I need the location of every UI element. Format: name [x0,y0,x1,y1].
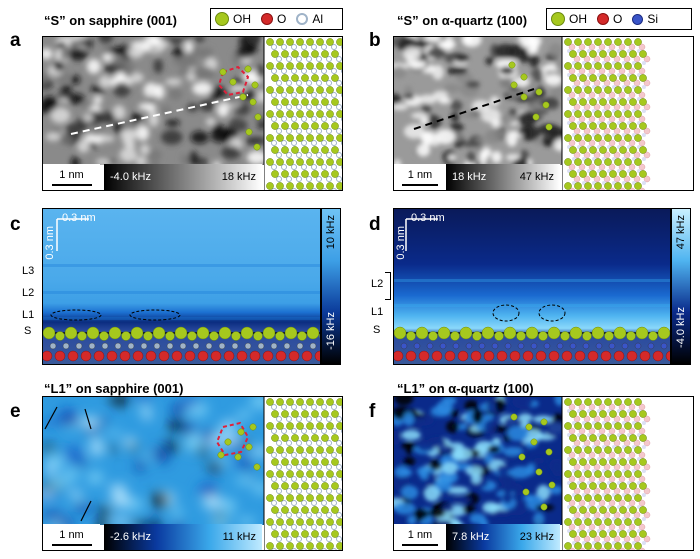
panel-f-scalebar: 1 nm [394,524,446,550]
legend-b-si: Si [647,12,659,26]
panel-f-label: f [369,401,376,422]
legend-b: OH O Si [546,8,692,30]
panel-d-image [393,208,671,365]
panel-a-label: a [10,30,21,51]
panel-c-layer-l3: L3 [22,265,35,277]
panel-c-cmin: -16 kHz [325,312,337,350]
legend-a-o: O [277,12,287,26]
panel-e-cmin: -2.6 kHz [110,531,151,543]
panel-a-scale-text: 1 nm [59,168,84,181]
panel-d-colorbar: 47 kHz -4.0 kHz [671,208,691,365]
panel-e-title: “L1” on sapphire (001) [44,381,184,396]
panel-d-scale-h: 0.3 nm [411,212,445,224]
panel-c-layer-l1: L1 [22,309,35,321]
panel-f-scale-text: 1 nm [407,528,433,541]
panel-e-cmax: 11 kHz [222,531,256,543]
panel-e-label: e [10,401,21,422]
panel-f-cmax: 23 kHz [519,531,554,543]
oh-atom-icon [551,12,565,26]
panel-d-cmax: 47 kHz [675,215,687,250]
panel-a-cmin: -4.0 kHz [110,171,151,183]
panel-a-title: “S” on sapphire (001) [44,13,177,28]
panel-c-layer-l2: L2 [22,287,35,299]
panel-b-title: “S” on α-quartz (100) [397,13,528,28]
panel-d-layer-l1: L1 [371,306,384,318]
panel-c-scale-v: 0.3 nm [44,226,56,260]
panel-f-title: “L1” on α-quartz (100) [397,381,534,396]
panel-d-bracket [385,272,391,300]
panel-b-label: b [369,30,381,51]
panel-c-colorbar: 10 kHz -16 kHz [321,208,341,365]
panel-a-scalebar: 1 nm [43,164,100,190]
panel-f-cmin: 7.8 kHz [452,531,490,543]
panel-b-scale-text: 1 nm [407,168,433,181]
legend-a-al: Al [312,12,324,26]
panel-b-image [393,36,694,191]
panel-c-cmax: 10 kHz [325,215,337,250]
legend-b-oh: OH [569,12,587,26]
panel-c-label: c [10,214,21,235]
si-atom-icon [632,13,644,25]
panel-a-cmax: 18 kHz [221,171,256,183]
panel-d-scale-v: 0.3 nm [395,226,407,260]
o-atom-icon [597,13,609,25]
panel-a-colorbar: -4.0 kHz 18 kHz [104,164,262,190]
panel-d-cmin: -4.0 kHz [675,307,687,348]
legend-a: OH O Al [210,8,343,30]
o-atom-icon [261,13,273,25]
panel-c-layer-s: S [24,325,32,337]
panel-b-scalebar: 1 nm [394,164,446,190]
legend-a-oh: OH [233,12,251,26]
panel-f-image [393,396,694,551]
panel-d-layer-l2: L2 [371,278,384,290]
panel-f-colorbar: 7.8 kHz 23 kHz [446,524,560,550]
panel-d-label: d [369,214,381,235]
oh-atom-icon [215,12,229,26]
panel-c-image [42,208,321,365]
legend-b-o: O [613,12,623,26]
panel-c-scale-h: 0.3 nm [62,212,96,224]
panel-e-scale-text: 1 nm [59,528,84,541]
al-atom-icon [296,13,309,25]
panel-d-layer-s: S [373,324,381,336]
panel-e-colorbar: -2.6 kHz 11 kHz [104,524,262,550]
panel-b-cmax: 47 kHz [519,171,554,183]
panel-b-colorbar: 18 kHz 47 kHz [446,164,560,190]
panel-b-cmin: 18 kHz [452,171,487,183]
panel-e-scalebar: 1 nm [43,524,100,550]
